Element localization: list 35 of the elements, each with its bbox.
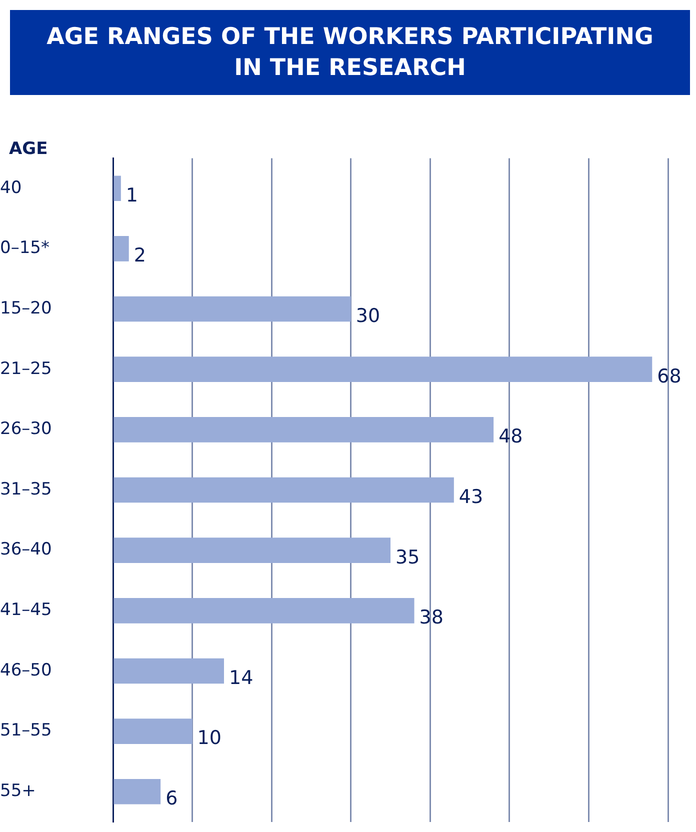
bar (114, 236, 129, 262)
y-tick-label: 15–20 (0, 298, 52, 318)
y-tick-label: 26–30 (0, 419, 52, 440)
chart-title: AGE RANGES OF THE WORKERS PARTICIPATING IN THE RESEARCH (10, 10, 690, 95)
bar (114, 718, 192, 744)
y-tick-label: 51–55 (0, 720, 52, 741)
data-label: 30 (356, 304, 380, 327)
data-label: 48 (498, 426, 523, 448)
bar (114, 356, 652, 382)
y-tick-label: 21–25 (0, 358, 52, 379)
bar (114, 417, 494, 442)
data-label: 10 (197, 727, 222, 750)
y-tick-label: 36–40 (0, 540, 52, 560)
bar (114, 176, 121, 202)
bar (114, 658, 224, 684)
data-label: 35 (396, 546, 420, 568)
y-axis-title: AGE (9, 139, 48, 159)
y-tick-label: 40 (0, 178, 22, 198)
data-label: 68 (657, 365, 682, 388)
bar (114, 538, 390, 563)
y-tick-label: 41–45 (0, 600, 52, 620)
bar (114, 296, 351, 322)
data-label: 38 (419, 606, 444, 629)
y-tick-label: 46–50 (0, 660, 52, 680)
data-label: 14 (229, 666, 254, 689)
y-tick-label: 31–35 (0, 479, 52, 500)
data-label: 1 (126, 184, 138, 206)
bar (114, 598, 414, 624)
bar (114, 477, 454, 503)
y-tick-label: 0–15* (0, 238, 50, 258)
data-label: 43 (458, 486, 484, 508)
data-label: 6 (166, 788, 178, 810)
data-label: 2 (134, 244, 146, 267)
bar (114, 778, 161, 804)
y-tick-label: 55+ (0, 781, 36, 802)
